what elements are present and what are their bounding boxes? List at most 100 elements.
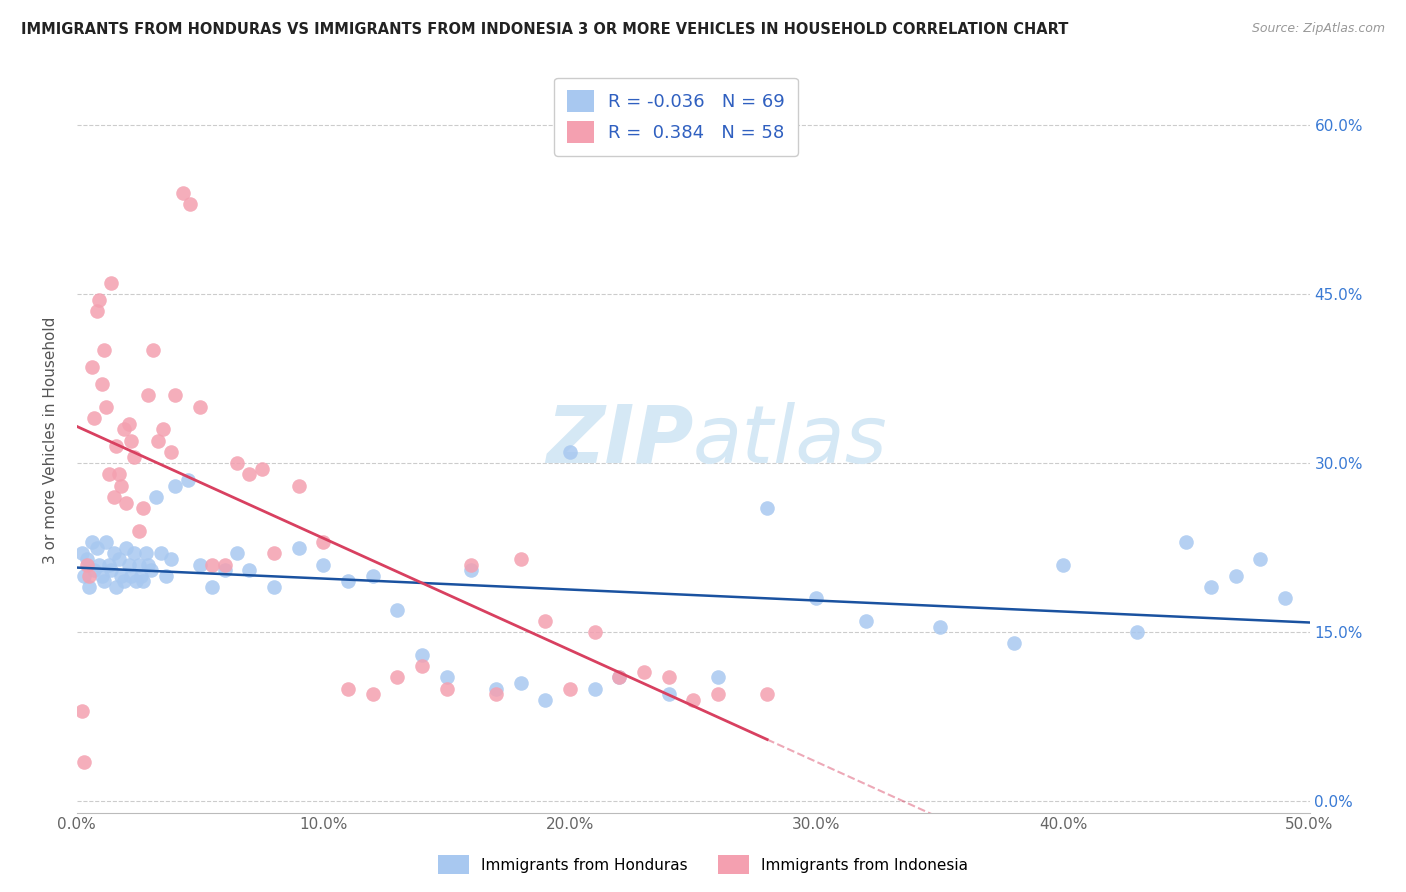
- Point: [928, 619, 950, 633]
- Point: [76, 558, 98, 572]
- Point: [87, 558, 110, 572]
- Point: [103, 490, 125, 504]
- Point: [707, 687, 730, 701]
- Point: [96, 400, 118, 414]
- Point: [485, 687, 508, 701]
- Point: [226, 546, 249, 560]
- Point: [226, 456, 249, 470]
- Point: [132, 501, 155, 516]
- Point: [105, 439, 128, 453]
- Point: [287, 478, 309, 492]
- Point: [77, 569, 100, 583]
- Point: [83, 563, 105, 577]
- Point: [80, 535, 103, 549]
- Point: [1126, 625, 1149, 640]
- Point: [122, 450, 145, 465]
- Point: [287, 541, 309, 555]
- Point: [214, 563, 236, 577]
- Point: [436, 681, 458, 696]
- Point: [100, 276, 122, 290]
- Point: [806, 591, 828, 606]
- Point: [756, 501, 779, 516]
- Text: atlas: atlas: [693, 401, 889, 480]
- Point: [250, 461, 273, 475]
- Point: [115, 495, 138, 509]
- Legend: R = -0.036   N = 69, R =  0.384   N = 58: R = -0.036 N = 69, R = 0.384 N = 58: [554, 78, 797, 156]
- Point: [337, 574, 360, 589]
- Point: [1274, 591, 1296, 606]
- Point: [1002, 636, 1025, 650]
- Point: [201, 580, 224, 594]
- Point: [436, 670, 458, 684]
- Point: [149, 546, 172, 560]
- Point: [142, 343, 165, 358]
- Point: [583, 625, 606, 640]
- Point: [138, 558, 160, 572]
- Point: [188, 400, 211, 414]
- Point: [152, 422, 174, 436]
- Point: [76, 552, 98, 566]
- Point: [633, 665, 655, 679]
- Point: [90, 569, 112, 583]
- Point: [411, 659, 433, 673]
- Point: [97, 467, 120, 482]
- Point: [509, 552, 531, 566]
- Point: [159, 552, 181, 566]
- Point: [112, 574, 135, 589]
- Point: [337, 681, 360, 696]
- Point: [110, 569, 132, 583]
- Point: [707, 670, 730, 684]
- Point: [70, 546, 93, 560]
- Point: [312, 558, 335, 572]
- Point: [73, 569, 96, 583]
- Point: [86, 304, 108, 318]
- Point: [165, 388, 187, 402]
- Point: [756, 687, 779, 701]
- Point: [86, 541, 108, 555]
- Point: [214, 558, 236, 572]
- Point: [120, 569, 142, 583]
- Point: [117, 558, 139, 572]
- Point: [238, 467, 260, 482]
- Point: [312, 535, 335, 549]
- Point: [107, 467, 129, 482]
- Point: [70, 704, 93, 718]
- Point: [112, 422, 135, 436]
- Point: [103, 546, 125, 560]
- Point: [105, 580, 128, 594]
- Point: [100, 563, 122, 577]
- Point: [77, 580, 100, 594]
- Point: [155, 569, 177, 583]
- Point: [201, 558, 224, 572]
- Point: [93, 343, 115, 358]
- Point: [607, 670, 630, 684]
- Point: [87, 293, 110, 307]
- Point: [460, 563, 482, 577]
- Point: [159, 445, 181, 459]
- Point: [1225, 569, 1247, 583]
- Y-axis label: 3 or more Vehicles in Household: 3 or more Vehicles in Household: [44, 317, 58, 565]
- Point: [682, 693, 704, 707]
- Point: [110, 478, 132, 492]
- Point: [558, 445, 581, 459]
- Legend: Immigrants from Honduras, Immigrants from Indonesia: Immigrants from Honduras, Immigrants fro…: [432, 849, 974, 880]
- Point: [132, 574, 155, 589]
- Point: [129, 569, 152, 583]
- Point: [361, 687, 384, 701]
- Point: [80, 360, 103, 375]
- Point: [1052, 558, 1074, 572]
- Point: [120, 434, 142, 448]
- Point: [1199, 580, 1222, 594]
- Point: [855, 614, 877, 628]
- Point: [1175, 535, 1198, 549]
- Point: [361, 569, 384, 583]
- Text: ZIP: ZIP: [546, 401, 693, 480]
- Point: [172, 186, 194, 200]
- Point: [558, 681, 581, 696]
- Point: [1249, 552, 1271, 566]
- Point: [657, 687, 679, 701]
- Point: [607, 670, 630, 684]
- Point: [145, 490, 167, 504]
- Point: [83, 411, 105, 425]
- Point: [179, 196, 201, 211]
